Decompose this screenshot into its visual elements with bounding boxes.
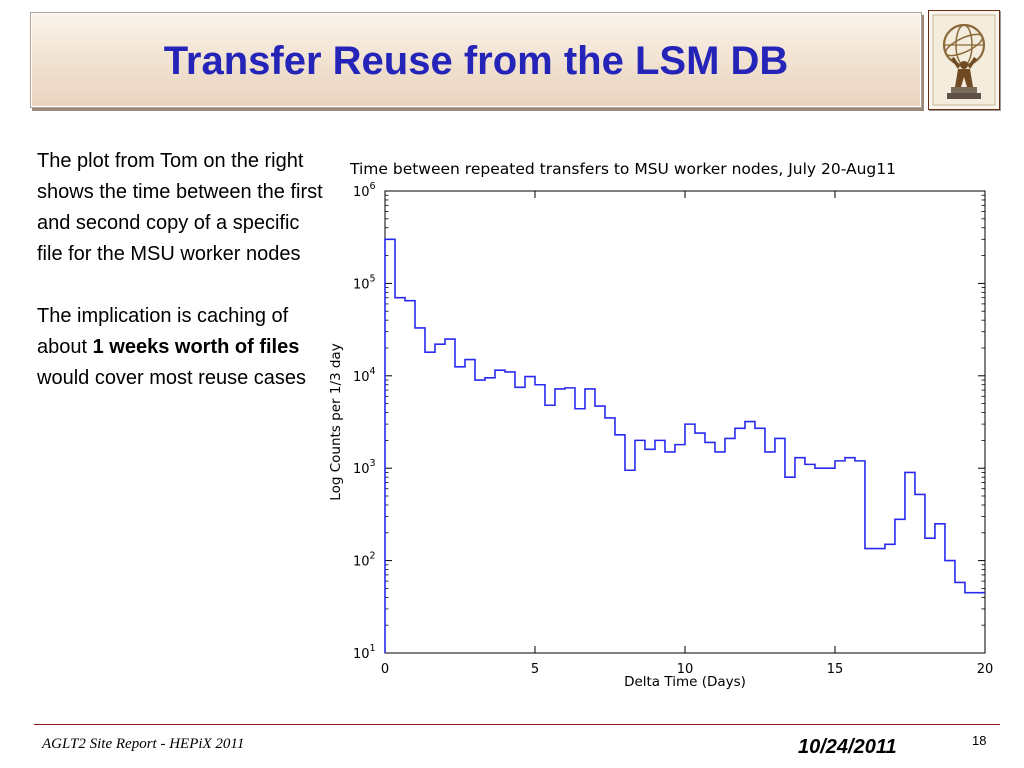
chart-title: Time between repeated transfers to MSU w… — [349, 160, 896, 178]
body-text: The plot from Tom on the right shows the… — [37, 146, 327, 394]
x-tick-label: 5 — [531, 662, 539, 677]
x-axis-label: Delta Time (Days) — [624, 674, 746, 690]
footer-report-name: AGLT2 Site Report - HEPiX 2011 — [42, 736, 245, 752]
y-axis-label: Log Counts per 1/3 day — [328, 343, 344, 500]
paragraph-implication: The implication is caching of about 1 we… — [37, 301, 327, 394]
x-tick-label: 10 — [677, 662, 694, 677]
atlas-statue-icon — [928, 10, 1000, 110]
x-tick-label: 0 — [381, 662, 389, 677]
slide-number: 18 — [972, 733, 987, 748]
histogram-chart: Time between repeated transfers to MSU w… — [328, 160, 993, 690]
footer-divider — [34, 724, 1000, 725]
paragraph-plot-description: The plot from Tom on the right shows the… — [37, 150, 323, 265]
y-tick-label: 103 — [353, 458, 376, 477]
y-tick-label: 102 — [353, 551, 376, 570]
title-banner: Transfer Reuse from the LSM DB — [30, 12, 922, 108]
implication-text-end: would cover most reuse cases — [37, 367, 307, 389]
y-tick-label: 101 — [353, 643, 376, 662]
x-axis-ticks: 0 5 10 15 20 — [381, 191, 993, 677]
slide-title: Transfer Reuse from the LSM DB — [163, 39, 789, 83]
y-tick-label: 105 — [353, 273, 376, 292]
y-tick-label: 104 — [353, 366, 376, 385]
y-tick-label: 106 — [353, 181, 376, 200]
implication-text: The implication is caching of about — [37, 305, 289, 358]
implication-emphasis: 1 weeks worth of files — [92, 336, 300, 358]
x-tick-label: 20 — [977, 662, 994, 677]
plot-area — [384, 190, 986, 654]
series-step-line — [384, 238, 985, 653]
x-tick-label: 15 — [827, 662, 844, 677]
footer-date: 10/24/2011 — [798, 736, 897, 758]
